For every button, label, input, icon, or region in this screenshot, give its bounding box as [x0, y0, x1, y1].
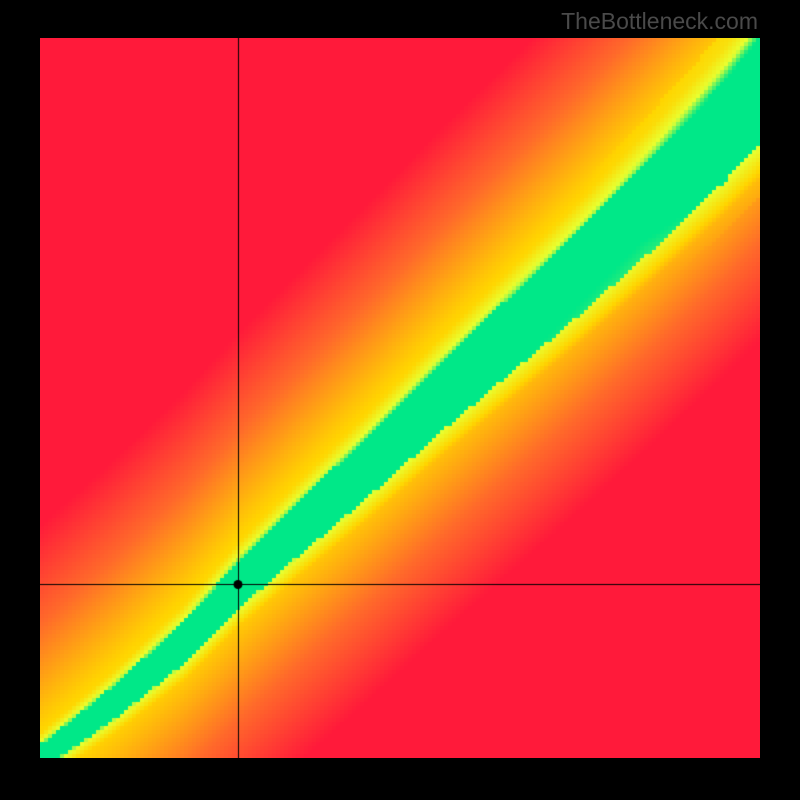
bottleneck-heatmap — [40, 38, 760, 758]
watermark-text: TheBottleneck.com — [561, 8, 758, 35]
chart-container: TheBottleneck.com — [0, 0, 800, 800]
